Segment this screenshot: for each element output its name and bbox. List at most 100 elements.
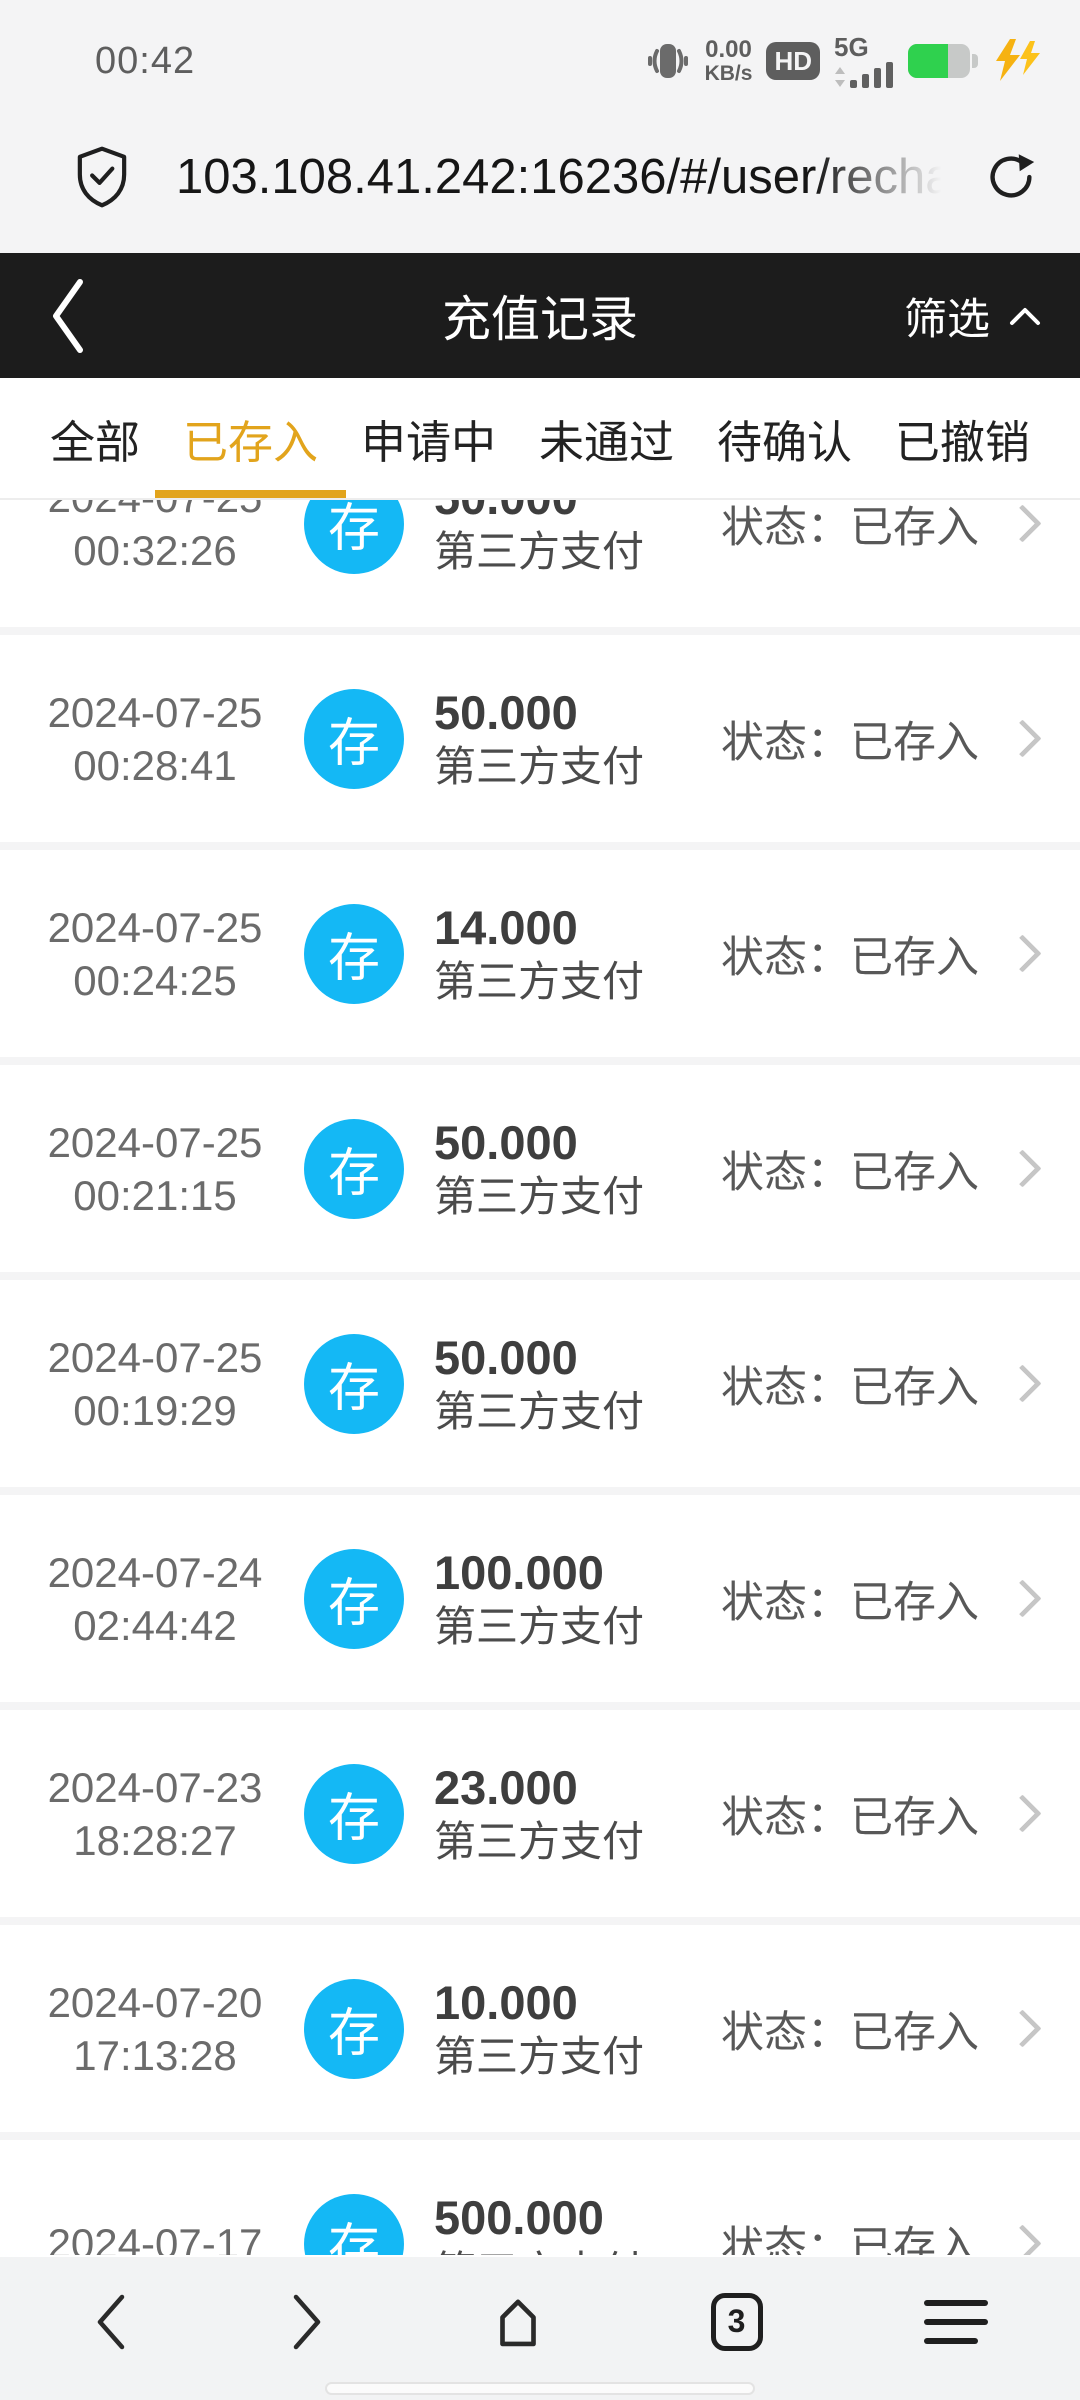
deposit-icon: 存 (304, 500, 404, 574)
record-method: 第三方支付 (434, 2032, 645, 2080)
nav-tabs-icon[interactable]: 3 (710, 2292, 763, 2351)
recharge-record-list[interactable]: 2024-07-25 00:32:26 存 50.000 第三方支付 状态：已存… (0, 500, 1080, 2255)
record-amount: 500.000 (434, 2190, 604, 2244)
record-amount-block: 100.000 第三方支付 (434, 1545, 644, 1653)
record-time: 00:21:15 (73, 1171, 237, 1219)
filter-tab-label: 全部 (50, 416, 141, 468)
record-amount: 10.000 (434, 1975, 578, 2029)
record-method: 第三方支付 (434, 1602, 645, 1650)
nav-back-icon[interactable] (92, 2292, 128, 2352)
record-date: 2024-07-20 (47, 1978, 263, 2026)
recharge-record-row[interactable]: 2024-07-25 00:19:29 存 50.000 第三方支付 状态：已存… (0, 1280, 1080, 1487)
filter-button[interactable]: 筛选 (904, 285, 1042, 347)
filter-tab[interactable]: 待确认 (717, 378, 852, 498)
filter-tab[interactable]: 申请中 (361, 378, 496, 498)
nav-forward-icon[interactable] (290, 2292, 326, 2352)
deposit-icon: 存 (304, 1763, 404, 1864)
status-icons: 0.00 KB/s HD 5G (645, 34, 1044, 88)
record-status: 状态：已存入 (721, 1578, 979, 1627)
app-header: 充值记录 筛选 (0, 253, 1080, 378)
record-status: 状态：已存入 (721, 1793, 979, 1842)
filter-tab[interactable]: 已撤销 (895, 378, 1030, 498)
deposit-icon-label: 存 (327, 2220, 380, 2255)
recharge-record-row[interactable]: 2024-07-25 00:24:25 存 14.000 第三方支付 状态：已存… (0, 850, 1080, 1057)
network-speed-unit: KB/s (704, 61, 753, 85)
filter-tab-label: 待确认 (716, 416, 852, 468)
record-amount: 50.000 (434, 685, 578, 739)
network-speed: 0.00 KB/s (705, 37, 753, 84)
record-method: 第三方支付 (434, 1387, 645, 1435)
record-datetime: 2024-07-25 00:24:25 (30, 901, 280, 1007)
page-title: 充值记录 (441, 293, 638, 347)
filter-tab[interactable]: 已存入 (154, 378, 347, 498)
browser-bottom-nav: 3 (0, 2257, 1080, 2400)
home-indicator (325, 2382, 755, 2395)
deposit-icon-label: 存 (327, 500, 380, 558)
back-icon[interactable] (46, 274, 88, 358)
record-amount: 50.000 (434, 1115, 578, 1169)
recharge-record-row[interactable]: 2024-07-25 00:21:15 存 50.000 第三方支付 状态：已存… (0, 1065, 1080, 1272)
record-time: 18:28:27 (73, 1816, 237, 1864)
deposit-icon-label: 存 (327, 1575, 380, 1633)
record-date: 2024-07-17 (47, 2220, 263, 2255)
chevron-right-icon (1003, 1364, 1042, 1403)
record-datetime: 2024-07-23 18:28:27 (30, 1761, 280, 1867)
url-field[interactable]: 103.108.41.242:16236/#/user/recha (176, 148, 964, 205)
record-method: 第三方支付 (434, 1817, 645, 1865)
record-status: 状态：已存入 (721, 2008, 979, 2057)
filter-tab-label: 申请中 (360, 416, 496, 468)
status-bar: 00:42 0.00 KB/s HD 5G (0, 0, 1080, 110)
record-amount-block: 10.000 第三方支付 (434, 1975, 644, 2083)
url-fade-overlay (814, 148, 964, 205)
record-datetime: 2024-07-20 17:13:28 (30, 1976, 280, 2082)
chevron-right-icon (1003, 719, 1042, 758)
chevron-right-icon (1003, 1149, 1042, 1188)
record-amount-block: 50.000 第三方支付 (434, 500, 644, 578)
recharge-record-row[interactable]: 2024-07-20 17:13:28 存 10.000 第三方支付 状态：已存… (0, 1925, 1080, 2132)
chevron-right-icon (1003, 934, 1042, 973)
vibrate-icon (645, 37, 691, 85)
record-amount: 14.000 (434, 900, 578, 954)
deposit-icon: 存 (304, 903, 404, 1004)
recharge-record-row[interactable]: 2024-07-24 02:44:42 存 100.000 第三方支付 状态：已… (0, 1495, 1080, 1702)
record-datetime: 2024-07-25 00:32:26 (30, 500, 280, 577)
recharge-record-row[interactable]: 2024-07-23 18:28:27 存 23.000 第三方支付 状态：已存… (0, 1710, 1080, 1917)
record-date: 2024-07-25 (47, 1118, 263, 1166)
record-datetime: 2024-07-24 02:44:42 (30, 1546, 280, 1652)
record-status: 状态：已存入 (721, 1148, 979, 1197)
filter-tab-label: 已存入 (182, 416, 318, 468)
deposit-icon-label: 存 (327, 1790, 380, 1848)
recharge-record-row[interactable]: 2024-07-25 00:32:26 存 50.000 第三方支付 状态：已存… (0, 500, 1080, 627)
recharge-record-row[interactable]: 2024-07-25 00:28:41 存 50.000 第三方支付 状态：已存… (0, 635, 1080, 842)
hd-badge: HD (766, 42, 820, 80)
nav-menu-icon[interactable] (924, 2299, 988, 2344)
status-filter-tabs: 全部 已存入 申请中 未通过 待确认 已撤销 (0, 378, 1080, 500)
charging-bolt-icon (992, 37, 1044, 85)
record-datetime: 2024-07-25 00:21:15 (30, 1116, 280, 1222)
record-amount-block: 500.000 第三方支付 (434, 2190, 644, 2256)
browser-url-bar[interactable]: 103.108.41.242:16236/#/user/recha (0, 110, 1080, 253)
filter-tab-label: 未通过 (538, 416, 674, 468)
chevron-right-icon (1003, 504, 1042, 543)
record-date: 2024-07-25 (47, 903, 263, 951)
record-amount-block: 50.000 第三方支付 (434, 1330, 644, 1438)
deposit-icon-label: 存 (327, 715, 380, 773)
record-amount: 23.000 (434, 1760, 578, 1814)
network-type-label: 5G (834, 32, 869, 62)
deposit-icon: 存 (304, 1548, 404, 1649)
deposit-icon: 存 (304, 688, 404, 789)
nav-home-icon[interactable] (487, 2291, 549, 2353)
record-method: 第三方支付 (434, 527, 645, 575)
record-time: 17:13:28 (73, 2031, 237, 2079)
filter-tab[interactable]: 全部 (50, 378, 140, 498)
refresh-icon[interactable] (982, 148, 1040, 206)
record-date: 2024-07-23 (47, 1763, 263, 1811)
filter-tab[interactable]: 未通过 (539, 378, 674, 498)
record-datetime: 2024-07-17 (30, 2217, 280, 2255)
deposit-icon: 存 (304, 1333, 404, 1434)
deposit-icon: 存 (304, 1118, 404, 1219)
record-amount: 50.000 (434, 500, 644, 526)
recharge-record-row[interactable]: 2024-07-17 存 500.000 第三方支付 状态：已存入 (0, 2140, 1080, 2255)
record-method: 第三方支付 (434, 1172, 645, 1220)
